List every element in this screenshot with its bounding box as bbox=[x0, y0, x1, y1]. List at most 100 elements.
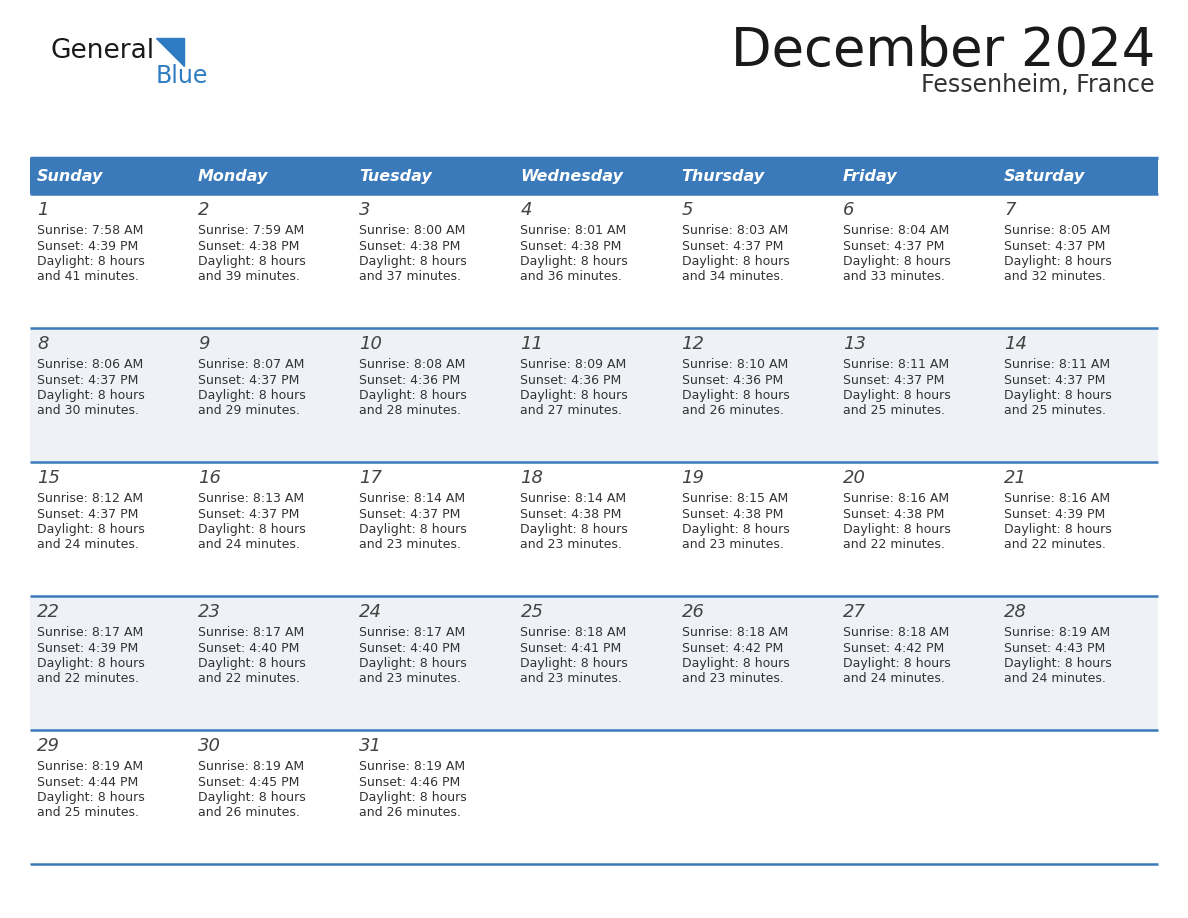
Text: Daylight: 8 hours: Daylight: 8 hours bbox=[520, 523, 628, 536]
Text: and 24 minutes.: and 24 minutes. bbox=[198, 539, 301, 552]
Bar bbox=[30, 158, 191, 194]
Text: Daylight: 8 hours: Daylight: 8 hours bbox=[682, 255, 789, 268]
Text: Daylight: 8 hours: Daylight: 8 hours bbox=[842, 657, 950, 670]
Bar bbox=[30, 730, 1158, 864]
Text: December 2024: December 2024 bbox=[731, 25, 1155, 77]
Text: Monday: Monday bbox=[198, 169, 268, 184]
Text: Sunrise: 8:17 AM: Sunrise: 8:17 AM bbox=[37, 626, 144, 639]
Text: Daylight: 8 hours: Daylight: 8 hours bbox=[682, 657, 789, 670]
Text: and 28 minutes.: and 28 minutes. bbox=[359, 405, 461, 418]
Text: Sunset: 4:37 PM: Sunset: 4:37 PM bbox=[37, 508, 138, 521]
Text: Sunday: Sunday bbox=[37, 169, 103, 184]
Text: Sunset: 4:36 PM: Sunset: 4:36 PM bbox=[520, 374, 621, 386]
Text: Sunrise: 8:06 AM: Sunrise: 8:06 AM bbox=[37, 358, 144, 371]
Text: Sunrise: 8:16 AM: Sunrise: 8:16 AM bbox=[842, 492, 949, 505]
Text: Daylight: 8 hours: Daylight: 8 hours bbox=[359, 657, 467, 670]
Text: Daylight: 8 hours: Daylight: 8 hours bbox=[37, 791, 145, 804]
Text: and 36 minutes.: and 36 minutes. bbox=[520, 271, 623, 284]
Text: 25: 25 bbox=[520, 603, 543, 621]
Text: Daylight: 8 hours: Daylight: 8 hours bbox=[359, 389, 467, 402]
Text: and 23 minutes.: and 23 minutes. bbox=[682, 673, 783, 686]
Text: Daylight: 8 hours: Daylight: 8 hours bbox=[842, 255, 950, 268]
Text: Sunrise: 8:11 AM: Sunrise: 8:11 AM bbox=[842, 358, 949, 371]
Text: Sunrise: 8:19 AM: Sunrise: 8:19 AM bbox=[37, 760, 143, 773]
Text: Sunrise: 8:16 AM: Sunrise: 8:16 AM bbox=[1004, 492, 1110, 505]
Bar bbox=[30, 194, 1158, 328]
Text: and 32 minutes.: and 32 minutes. bbox=[1004, 271, 1106, 284]
Text: 12: 12 bbox=[682, 335, 704, 353]
Text: Sunrise: 8:19 AM: Sunrise: 8:19 AM bbox=[198, 760, 304, 773]
Text: 28: 28 bbox=[1004, 603, 1026, 621]
Text: Daylight: 8 hours: Daylight: 8 hours bbox=[1004, 657, 1112, 670]
Text: and 26 minutes.: and 26 minutes. bbox=[198, 807, 301, 820]
Text: Sunset: 4:42 PM: Sunset: 4:42 PM bbox=[682, 642, 783, 655]
Text: Daylight: 8 hours: Daylight: 8 hours bbox=[198, 657, 305, 670]
Text: 31: 31 bbox=[359, 737, 383, 755]
Bar bbox=[30, 328, 1158, 462]
Text: Sunset: 4:37 PM: Sunset: 4:37 PM bbox=[198, 374, 299, 386]
Text: 29: 29 bbox=[37, 737, 61, 755]
Text: Sunrise: 7:58 AM: Sunrise: 7:58 AM bbox=[37, 224, 144, 237]
Text: 14: 14 bbox=[1004, 335, 1026, 353]
Text: Sunset: 4:37 PM: Sunset: 4:37 PM bbox=[37, 374, 138, 386]
Text: Sunset: 4:43 PM: Sunset: 4:43 PM bbox=[1004, 642, 1105, 655]
Text: 27: 27 bbox=[842, 603, 866, 621]
Text: Sunrise: 8:10 AM: Sunrise: 8:10 AM bbox=[682, 358, 788, 371]
Text: and 25 minutes.: and 25 minutes. bbox=[37, 807, 139, 820]
Text: Daylight: 8 hours: Daylight: 8 hours bbox=[682, 389, 789, 402]
Text: 3: 3 bbox=[359, 201, 371, 219]
Text: Sunrise: 8:17 AM: Sunrise: 8:17 AM bbox=[359, 626, 466, 639]
Text: Daylight: 8 hours: Daylight: 8 hours bbox=[520, 255, 628, 268]
Text: and 26 minutes.: and 26 minutes. bbox=[359, 807, 461, 820]
Text: 22: 22 bbox=[37, 603, 61, 621]
Text: Sunrise: 8:11 AM: Sunrise: 8:11 AM bbox=[1004, 358, 1110, 371]
Text: Daylight: 8 hours: Daylight: 8 hours bbox=[37, 255, 145, 268]
Text: and 22 minutes.: and 22 minutes. bbox=[1004, 539, 1106, 552]
Bar bbox=[513, 158, 675, 194]
Text: and 30 minutes.: and 30 minutes. bbox=[37, 405, 139, 418]
Text: Sunrise: 8:14 AM: Sunrise: 8:14 AM bbox=[520, 492, 626, 505]
Text: 26: 26 bbox=[682, 603, 704, 621]
Bar bbox=[30, 462, 1158, 596]
Text: Sunset: 4:41 PM: Sunset: 4:41 PM bbox=[520, 642, 621, 655]
Text: Sunset: 4:39 PM: Sunset: 4:39 PM bbox=[37, 642, 138, 655]
Text: and 24 minutes.: and 24 minutes. bbox=[1004, 673, 1106, 686]
Text: 6: 6 bbox=[842, 201, 854, 219]
Text: and 23 minutes.: and 23 minutes. bbox=[359, 539, 461, 552]
Text: Tuesday: Tuesday bbox=[359, 169, 432, 184]
Text: Daylight: 8 hours: Daylight: 8 hours bbox=[37, 523, 145, 536]
Text: Daylight: 8 hours: Daylight: 8 hours bbox=[37, 657, 145, 670]
Text: 21: 21 bbox=[1004, 469, 1026, 487]
Text: Saturday: Saturday bbox=[1004, 169, 1085, 184]
Polygon shape bbox=[156, 38, 184, 66]
Text: and 23 minutes.: and 23 minutes. bbox=[520, 539, 623, 552]
Text: Daylight: 8 hours: Daylight: 8 hours bbox=[682, 523, 789, 536]
Text: Sunset: 4:37 PM: Sunset: 4:37 PM bbox=[1004, 240, 1105, 252]
Text: Sunset: 4:36 PM: Sunset: 4:36 PM bbox=[359, 374, 461, 386]
Text: Sunrise: 8:18 AM: Sunrise: 8:18 AM bbox=[842, 626, 949, 639]
Text: and 24 minutes.: and 24 minutes. bbox=[37, 539, 139, 552]
Text: and 23 minutes.: and 23 minutes. bbox=[359, 673, 461, 686]
Bar bbox=[835, 158, 997, 194]
Text: Sunrise: 8:03 AM: Sunrise: 8:03 AM bbox=[682, 224, 788, 237]
Text: 10: 10 bbox=[359, 335, 383, 353]
Text: Daylight: 8 hours: Daylight: 8 hours bbox=[520, 657, 628, 670]
Text: and 24 minutes.: and 24 minutes. bbox=[842, 673, 944, 686]
Text: Thursday: Thursday bbox=[682, 169, 765, 184]
Text: and 22 minutes.: and 22 minutes. bbox=[198, 673, 301, 686]
Text: Sunrise: 8:13 AM: Sunrise: 8:13 AM bbox=[198, 492, 304, 505]
Text: 16: 16 bbox=[198, 469, 221, 487]
Text: 2: 2 bbox=[198, 201, 209, 219]
Bar bbox=[997, 158, 1158, 194]
Text: Sunset: 4:39 PM: Sunset: 4:39 PM bbox=[37, 240, 138, 252]
Text: Sunset: 4:45 PM: Sunset: 4:45 PM bbox=[198, 776, 299, 789]
Text: Sunrise: 8:19 AM: Sunrise: 8:19 AM bbox=[359, 760, 466, 773]
Text: Sunrise: 8:04 AM: Sunrise: 8:04 AM bbox=[842, 224, 949, 237]
Text: Sunrise: 8:17 AM: Sunrise: 8:17 AM bbox=[198, 626, 304, 639]
Text: and 37 minutes.: and 37 minutes. bbox=[359, 271, 461, 284]
Bar bbox=[353, 158, 513, 194]
Text: 7: 7 bbox=[1004, 201, 1016, 219]
Text: and 23 minutes.: and 23 minutes. bbox=[520, 673, 623, 686]
Text: Daylight: 8 hours: Daylight: 8 hours bbox=[198, 791, 305, 804]
Text: Sunset: 4:38 PM: Sunset: 4:38 PM bbox=[520, 240, 621, 252]
